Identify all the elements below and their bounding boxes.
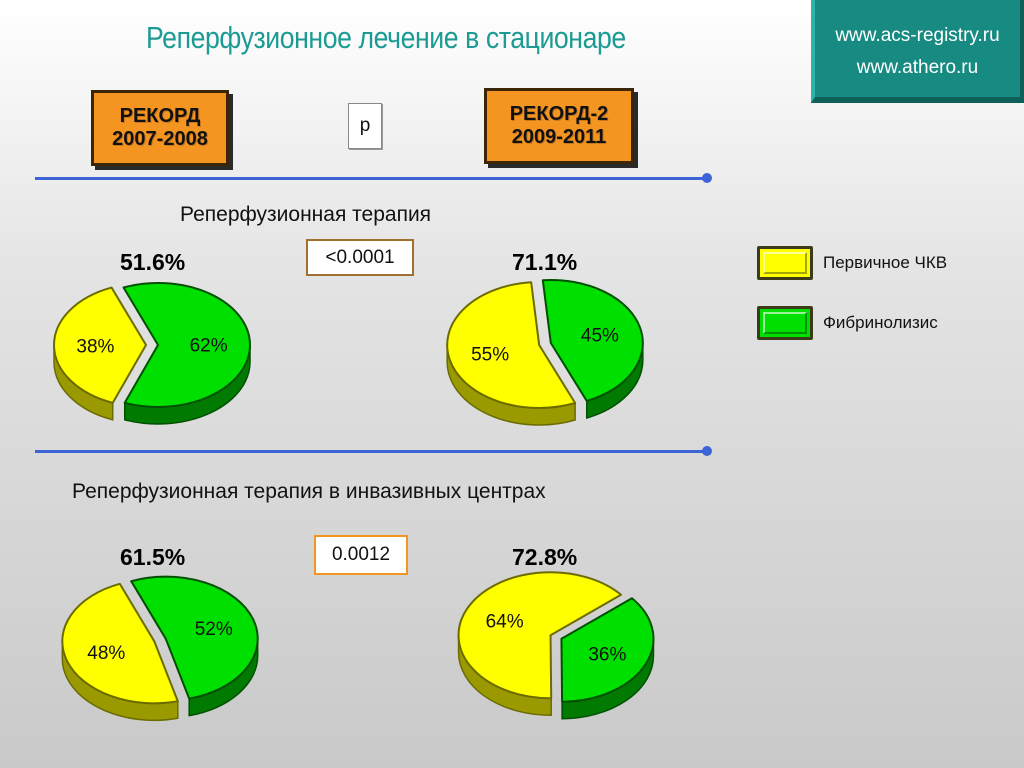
pie-title: 71.1% (512, 249, 578, 275)
p-value-box: 0.0012 (314, 535, 408, 575)
divider-line (35, 446, 712, 456)
pie-slice-pci (457, 571, 623, 700)
pie-chart: 48% 52% (61, 575, 259, 722)
legend-swatch (757, 246, 813, 280)
divider-line (35, 173, 712, 183)
legend-item-pci: Первичное ЧКВ (757, 246, 947, 280)
pie-title: 72.8% (512, 544, 578, 570)
pie-slice-pci (446, 281, 577, 409)
pie-slice-label: 48% (87, 643, 125, 664)
url-box: www.acs-registry.ru www.athero.ru (811, 0, 1024, 103)
registry-name: РЕКОРД (119, 105, 201, 127)
pie-slice-fibrinolysis (541, 278, 644, 402)
pie-slice-label: 38% (76, 336, 114, 357)
page-title: Реперфузионное лечение в стационаре (146, 20, 626, 55)
legend-label: Фибринолизис (823, 313, 938, 332)
p-value-box: <0.0001 (306, 239, 414, 276)
url-link-acs[interactable]: www.acs-registry.ru (835, 25, 1000, 46)
pie-slice-label: 52% (195, 619, 233, 640)
legend-label: Первичное ЧКВ (823, 253, 948, 272)
pie-slice-pci (61, 582, 179, 705)
section-title-all: Реперфузионная терапия (180, 203, 432, 226)
registry-years: 2007-2008 (112, 128, 208, 150)
pie-slice-fibrinolysis (122, 282, 251, 408)
pie-slice-label: 64% (486, 612, 524, 633)
url-link-athero[interactable]: www.athero.ru (856, 57, 979, 78)
section-title-invasive: Реперфузионная терапия в инвазивных цент… (72, 480, 546, 503)
registry-badge-left: РЕКОРД 2007-2008 (91, 90, 229, 166)
pie-slice-label: 45% (581, 326, 619, 347)
pie-slice-fibrinolysis (560, 597, 655, 703)
pie-chart: 38% 62% (53, 282, 251, 425)
pie-slice-pci (53, 286, 147, 404)
pie-slice-label: 36% (588, 644, 626, 665)
legend-item-fibrinolysis: Фибринолизис (757, 306, 938, 340)
pie-slice-label: 55% (471, 344, 509, 365)
pie-slice-fibrinolysis (130, 575, 259, 700)
pie-title: 51.6% (120, 249, 186, 275)
p-label-box: p (348, 103, 382, 149)
pie-chart: 64% 36% (457, 571, 655, 720)
registry-badge-right: РЕКОРД-2 2009-2011 (484, 88, 634, 164)
registry-name: РЕКОРД-2 (509, 103, 609, 125)
pie-slice-label: 62% (190, 336, 228, 357)
pie-title: 61.5% (120, 544, 186, 570)
registry-years: 2009-2011 (511, 126, 607, 148)
legend-swatch (757, 306, 813, 340)
pie-chart: 55% 45% (446, 278, 644, 426)
